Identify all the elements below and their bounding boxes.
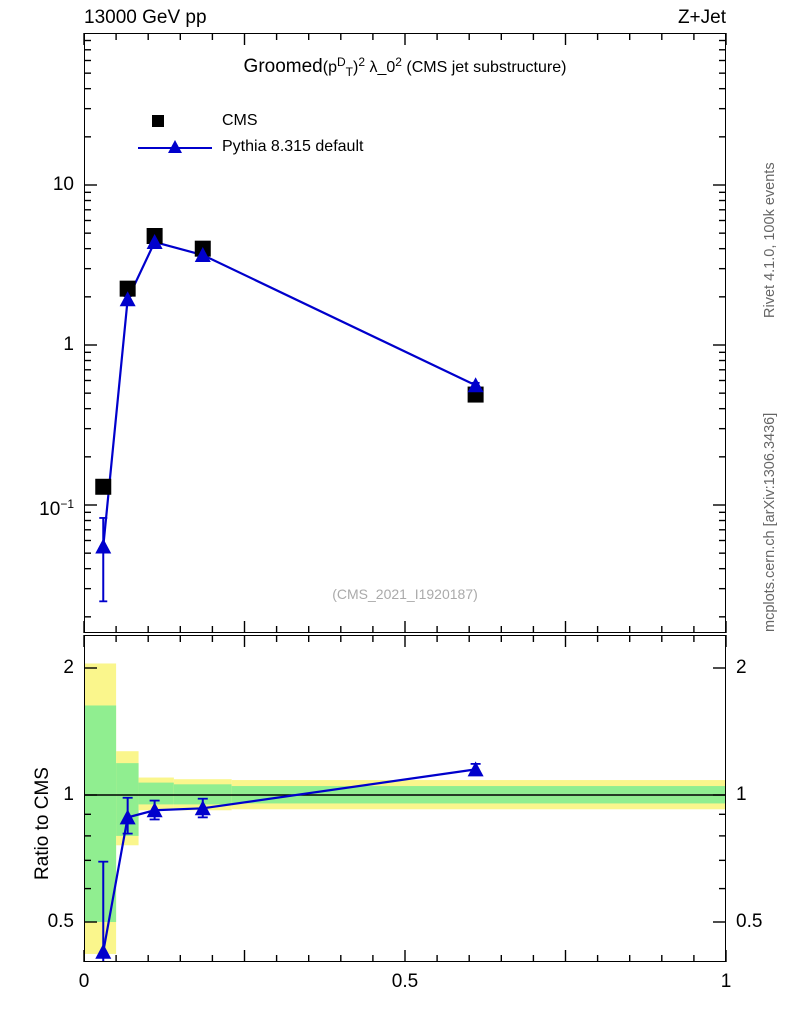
legend-entry-pythia: Pythia 8.315 default bbox=[138, 134, 363, 160]
legend-key-line-triangle bbox=[138, 136, 212, 158]
ratio-y-tick-label-right: 1 bbox=[736, 784, 747, 805]
main-y-tick-label: 1 bbox=[63, 334, 74, 355]
analysis-id-watermark: (CMS_2021_I1920187) bbox=[332, 586, 478, 602]
title-suffix: (CMS jet substructure) bbox=[401, 59, 567, 76]
main-y-tick-label: 10 bbox=[52, 174, 74, 195]
title-obs-open: (p bbox=[322, 59, 337, 76]
title-obs-close: ) bbox=[353, 59, 359, 76]
title-obs-superscript-d: D bbox=[336, 55, 346, 69]
ratio-y-tick-label-left: 1 bbox=[63, 784, 74, 805]
main-y-tick-label: 10−1 bbox=[39, 497, 74, 520]
legend-label-cms: CMS bbox=[222, 112, 258, 129]
ratio-y-tick-label-right: 2 bbox=[736, 657, 747, 678]
x-tick-label: 1 bbox=[720, 971, 732, 992]
title-lambda: λ_0 bbox=[365, 59, 396, 76]
ratio-y-tick-label-left: 0.5 bbox=[47, 911, 74, 932]
title-obs-subscript-t: T bbox=[345, 65, 353, 79]
beam-energy-label: 13000 GeV pp bbox=[84, 7, 207, 28]
legend-key-square bbox=[138, 110, 212, 132]
ratio-y-tick-label-left: 2 bbox=[63, 657, 74, 678]
x-tick-label: 0.5 bbox=[391, 971, 419, 992]
plot-title: Groomed(pDT)2 λ_02 (CMS jet substructure… bbox=[84, 55, 726, 79]
process-label: Z+Jet bbox=[677, 7, 726, 28]
legend-entry-cms: CMS bbox=[138, 108, 363, 134]
title-obs-power: 2 bbox=[358, 55, 366, 69]
legend: CMS Pythia 8.315 default bbox=[138, 108, 363, 160]
ratio-y-tick-label-right: 0.5 bbox=[736, 911, 763, 932]
x-tick-label: 0 bbox=[78, 971, 90, 992]
legend-label-pythia: Pythia 8.315 default bbox=[222, 138, 364, 155]
title-lambda-power: 2 bbox=[395, 55, 402, 69]
title-main: Groomed bbox=[243, 56, 323, 77]
